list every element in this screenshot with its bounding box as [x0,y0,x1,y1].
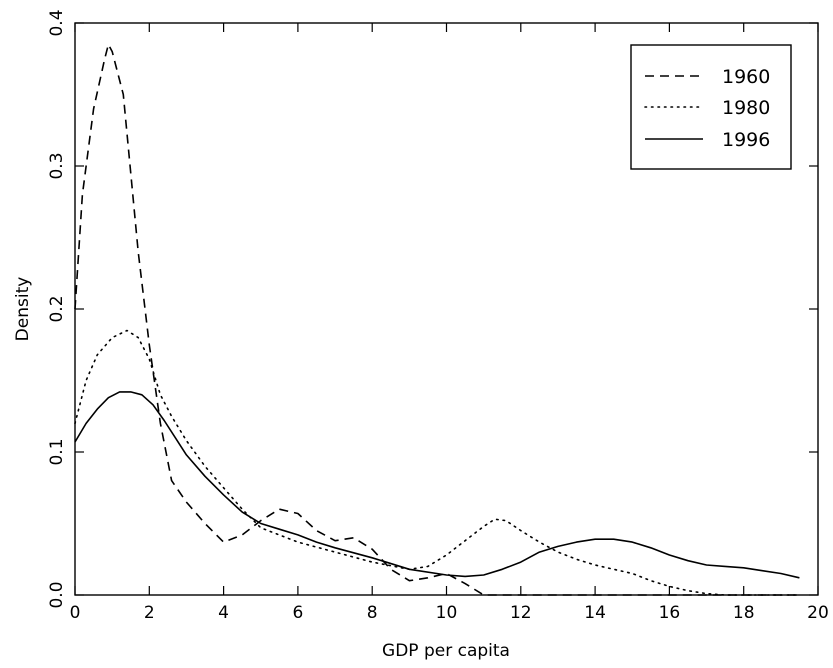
x-tick-label: 4 [218,603,229,623]
x-tick-label: 8 [367,603,378,623]
x-tick-label: 2 [144,603,155,623]
y-tick-label: 0.1 [47,438,67,465]
legend-label-1980: 1980 [722,97,770,119]
legend-label-1996: 1996 [722,129,770,151]
y-tick-label: 0.4 [47,9,67,36]
x-tick-label: 20 [807,603,829,623]
series-line-1996 [74,391,800,579]
legend: 1960 1980 1996 [630,44,792,170]
legend-label-1960: 1960 [722,66,770,88]
x-tick-label: 14 [584,603,606,623]
series-layer [74,43,801,596]
y-tick-label: 0.0 [47,581,67,608]
x-tick-label: 18 [733,603,755,623]
x-tick-label: 0 [70,603,81,623]
x-tick-label: 6 [292,603,303,623]
series-line-1980 [74,329,801,596]
series-line-1960 [74,43,800,596]
y-tick-label: 0.3 [47,152,67,179]
x-tick-label: 16 [659,603,681,623]
x-tick-label: 12 [510,603,532,623]
y-axis-label: Density [13,277,33,342]
y-tick-label: 0.2 [47,295,67,322]
y-axis-ticks: 0.0 0.1 0.2 0.3 0.4 [47,9,818,609]
x-axis-ticks: 0 2 4 6 8 10 12 14 16 18 20 [70,23,829,623]
x-axis-label: GDP per capita [382,641,510,661]
x-tick-label: 10 [436,603,458,623]
